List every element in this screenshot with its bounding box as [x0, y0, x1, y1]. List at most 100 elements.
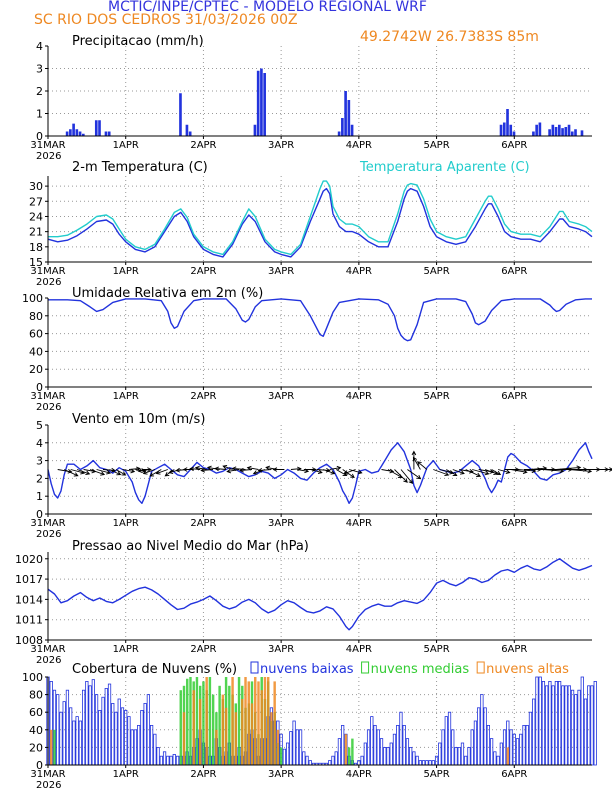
cloud-bar-nuvens-altas [231, 677, 234, 765]
legend-swatch-1 [361, 661, 370, 674]
cloud-bar-nuvens-altas [263, 677, 267, 765]
cloud-bar-nuvens-baixas [522, 725, 526, 766]
cloud-bar-nuvens-baixas [295, 729, 299, 766]
y-tick-label: 0 [36, 508, 43, 521]
x-tick-sublabel: 2026 [36, 402, 61, 413]
cloud-bar-nuvens-baixas [545, 685, 549, 766]
x-tick-label: 4APR [346, 266, 372, 277]
cloud-bar-nuvens-baixas [133, 729, 138, 766]
x-tick-label: 6APR [501, 266, 527, 277]
wind-vector-arrow [316, 468, 331, 473]
cloud-bar-nuvens-baixas [515, 738, 520, 766]
wind-vector-arrow [329, 465, 342, 471]
wind-vector-arrow [214, 466, 227, 472]
cloud-bar-nuvens-baixas [425, 760, 429, 766]
x-tick-label: 2APR [190, 140, 216, 151]
y-tick-label: 1017 [15, 573, 43, 586]
cloud-bar-nuvens-altas [241, 699, 244, 765]
cloud-bar-nuvens-altas [250, 703, 254, 765]
wind-vector-arrow [155, 469, 168, 475]
y-tick-label: 100 [22, 671, 43, 684]
y-tick-label: 40 [29, 724, 43, 737]
cloud-bar-nuvens-baixas [454, 747, 458, 766]
cloud-bar-nuvens-baixas [386, 747, 390, 766]
legend-apparent-temperature: Temperatura Aparente (C) [359, 160, 530, 175]
precip-bar [350, 124, 354, 136]
cloud-bar-nuvens-baixas [477, 707, 481, 766]
x-tick-label: 2APR [190, 644, 216, 655]
precip-bar [551, 124, 555, 136]
precip-bar [502, 122, 506, 136]
x-tick-label: 4APR [346, 769, 372, 780]
x-tick-label: 6APR [501, 391, 527, 402]
cloud-bar-nuvens-medias [211, 694, 215, 765]
precip-bar [185, 124, 189, 136]
y-tick-label: 1020 [15, 553, 43, 566]
x-tick-label: 3APR [268, 266, 294, 277]
wind-vector-arrow [394, 469, 408, 483]
panel-title-temp: 2-m Temperatura (C) [72, 160, 208, 175]
x-tick-label: 2APR [190, 769, 216, 780]
wind-vector-arrow [407, 469, 422, 480]
cloud-bar-nuvens-baixas [418, 760, 422, 766]
cloud-bar-nuvens-medias [279, 747, 283, 765]
cloud-bar-nuvens-baixas [587, 685, 591, 766]
cloud-bar-nuvens-altas [215, 729, 218, 765]
wind-vector-arrow [137, 468, 149, 473]
wind-vector-arrow [246, 465, 259, 471]
cloud-bar-nuvens-baixas [341, 725, 345, 766]
cloud-bar-nuvens-baixas [483, 707, 487, 766]
cloud-bar-nuvens-altas [182, 712, 186, 765]
wind-vector-arrow [416, 461, 428, 470]
cloud-bar-nuvens-medias [228, 685, 231, 765]
y-tick-label: 20 [29, 741, 43, 754]
cloud-bar-nuvens-medias [195, 677, 199, 765]
cloud-bar-nuvens-baixas [580, 676, 584, 766]
wind-vector-arrow [64, 469, 79, 477]
cloud-bar-nuvens-baixas [564, 685, 568, 766]
wind-vector-arrow [412, 456, 421, 470]
cloud-bar-nuvens-baixas [85, 681, 89, 766]
y-tick-label: 24 [29, 210, 43, 223]
x-tick-label: 1APR [113, 769, 139, 780]
wind-vector-arrow [433, 469, 450, 477]
cloud-bar-nuvens-altas [506, 747, 510, 765]
wind-vector-arrow [472, 469, 490, 476]
cloud-bar-nuvens-baixas [415, 755, 419, 766]
x-tick-label: 3APR [268, 769, 294, 780]
header-location: SC RIO DOS CEDROS 31/03/2026 00Z [34, 12, 298, 28]
x-tick-label: 5APR [423, 769, 449, 780]
y-tick-label: 100 [22, 292, 43, 305]
wind-vector-arrow [222, 465, 233, 470]
temperature-line [47, 187, 593, 258]
cloud-bar-nuvens-baixas [153, 733, 157, 766]
x-tick-label: 4APR [346, 644, 372, 655]
wind-vector-arrow [348, 469, 363, 475]
legend-label-2: nuvens altas [486, 662, 569, 677]
precip-bar [82, 133, 85, 136]
cloud-bar-nuvens-baixas [383, 747, 387, 766]
cloud-bar-nuvens-altas [257, 681, 260, 765]
y-tick-label: 80 [29, 310, 43, 323]
wind-vector-arrow [231, 466, 246, 471]
cloud-bar-nuvens-baixas [308, 760, 312, 766]
cloud-bar-nuvens-baixas [396, 725, 400, 766]
wind-vector-arrow [109, 469, 122, 476]
y-tick-label: 40 [29, 345, 43, 358]
precip-bar [344, 91, 347, 136]
cloud-bar-nuvens-baixas [59, 711, 63, 766]
cloud-bar-nuvens-altas [198, 699, 202, 765]
cloud-bar-nuvens-medias [179, 690, 182, 765]
cloud-bar-nuvens-baixas [104, 688, 108, 766]
wind-vector-arrow [446, 469, 458, 476]
cloud-bar-nuvens-baixas [561, 685, 565, 766]
panel-title-rh: Umidade Relativa em 2m (%) [72, 286, 263, 301]
cloud-bar-nuvens-medias [186, 678, 189, 765]
cloud-bar-nuvens-baixas [282, 748, 286, 766]
precip-bar [107, 131, 111, 136]
x-tick-label: 4APR [346, 140, 372, 151]
cloud-bar-nuvens-baixas [78, 720, 82, 766]
precip-bar [75, 129, 79, 136]
cloud-bar-nuvens-baixas [56, 694, 60, 766]
